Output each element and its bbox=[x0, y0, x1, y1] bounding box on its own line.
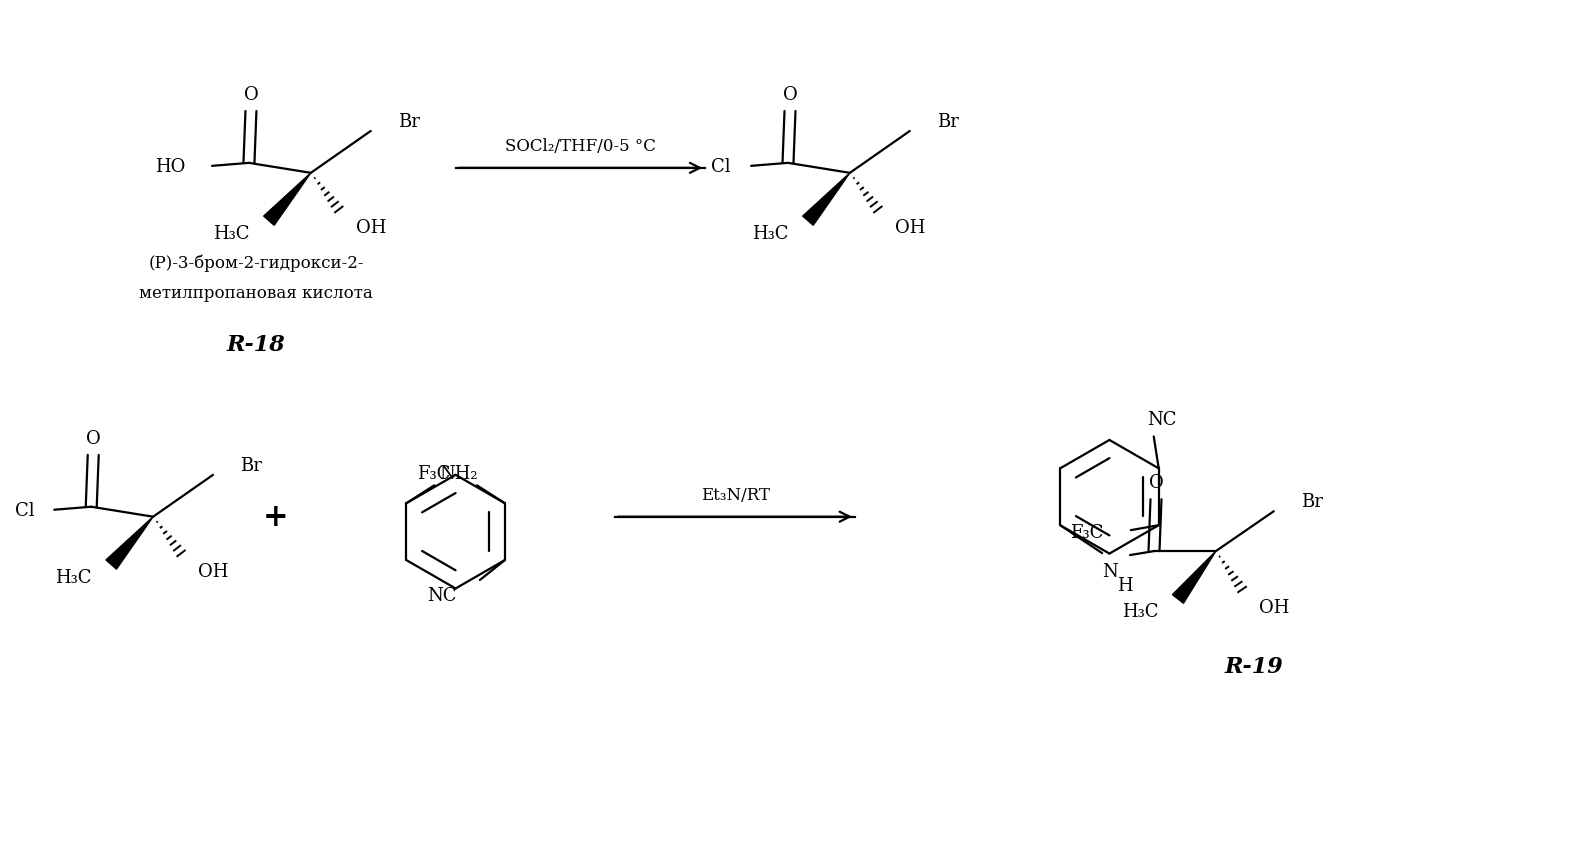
Text: R-19: R-19 bbox=[1225, 655, 1284, 677]
Text: Et₃N/RT: Et₃N/RT bbox=[700, 486, 770, 504]
Text: O: O bbox=[783, 86, 797, 104]
Text: метилпропановая кислота: метилпропановая кислота bbox=[139, 285, 373, 302]
Text: H₃C: H₃C bbox=[213, 224, 250, 242]
Text: Br: Br bbox=[1301, 492, 1323, 510]
Text: N: N bbox=[1102, 562, 1118, 580]
Text: O: O bbox=[243, 86, 258, 104]
Text: Br: Br bbox=[398, 112, 419, 131]
Text: (Р)-3-бром-2-гидрокси-2-: (Р)-3-бром-2-гидрокси-2- bbox=[149, 255, 364, 272]
Text: Cl: Cl bbox=[14, 501, 35, 519]
Text: H: H bbox=[1118, 576, 1134, 595]
Text: NH₂: NH₂ bbox=[440, 465, 477, 483]
Text: R-18: R-18 bbox=[226, 334, 285, 356]
Text: Br: Br bbox=[240, 457, 262, 475]
Text: NC: NC bbox=[427, 586, 457, 604]
Text: F₃C: F₃C bbox=[1070, 523, 1104, 542]
Text: OH: OH bbox=[356, 218, 386, 236]
Text: +: + bbox=[262, 502, 289, 532]
Polygon shape bbox=[1173, 551, 1216, 603]
Polygon shape bbox=[106, 517, 153, 569]
Text: H₃C: H₃C bbox=[55, 567, 92, 586]
Text: Cl: Cl bbox=[711, 158, 730, 176]
Text: H₃C: H₃C bbox=[1123, 602, 1159, 620]
Text: OH: OH bbox=[198, 561, 228, 580]
Text: OH: OH bbox=[895, 218, 925, 236]
Text: H₃C: H₃C bbox=[753, 224, 789, 242]
Text: HO: HO bbox=[155, 158, 185, 176]
Text: Br: Br bbox=[938, 112, 958, 131]
Polygon shape bbox=[803, 174, 851, 226]
Text: OH: OH bbox=[1258, 598, 1289, 616]
Text: F₃C: F₃C bbox=[416, 465, 451, 483]
Polygon shape bbox=[264, 174, 311, 226]
Text: O: O bbox=[85, 429, 101, 447]
Text: NC: NC bbox=[1146, 410, 1176, 428]
Text: O: O bbox=[1149, 474, 1164, 492]
Text: SOCl₂/THF/0-5 °C: SOCl₂/THF/0-5 °C bbox=[504, 138, 656, 155]
